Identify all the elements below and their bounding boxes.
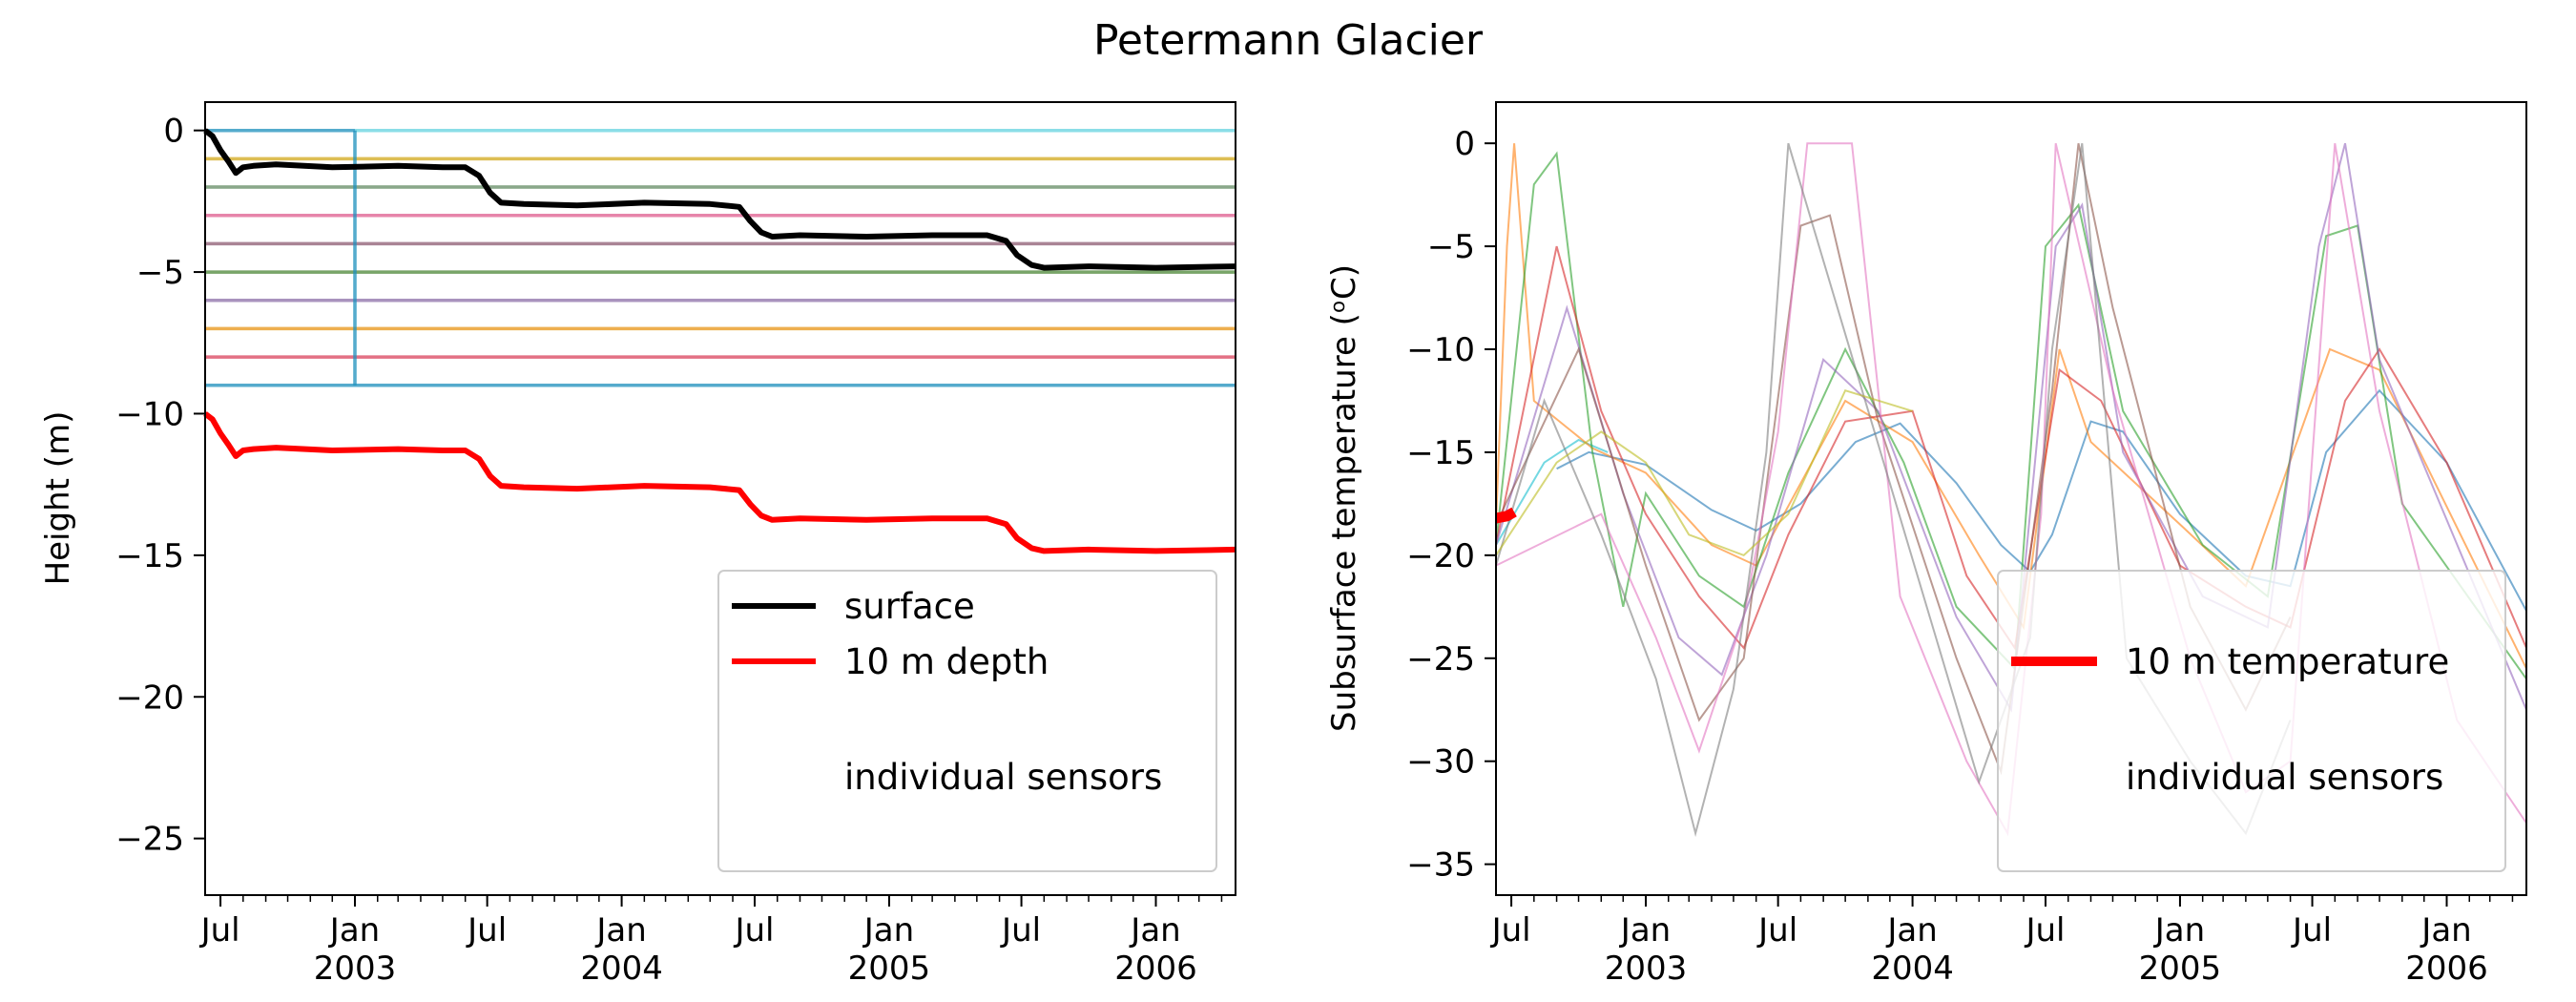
y-tick-label: −15 xyxy=(1406,434,1475,472)
y-tick-label: 0 xyxy=(1454,125,1475,163)
x-tick-label: Jan xyxy=(1619,911,1671,950)
x-tick-label: Jul xyxy=(2291,911,2332,950)
x-tick-label: Jan xyxy=(2420,911,2471,950)
x-tick-label: Jul xyxy=(2024,911,2065,950)
legend-label-individual-sensors: individual sensors xyxy=(844,757,1162,798)
y-tick-label: 0 xyxy=(163,113,184,151)
y-tick-label: −35 xyxy=(1406,846,1475,885)
plot-frame xyxy=(204,101,1236,896)
y-tick-label: −25 xyxy=(115,821,184,859)
x-tick-label: Jul xyxy=(1000,911,1041,950)
sensor-line xyxy=(1495,438,1609,546)
series-line-surface xyxy=(203,128,1236,271)
y-tick-label: −25 xyxy=(1406,640,1475,678)
y-axis: 0 −5 −10 −15 −20 −25 xyxy=(115,113,205,859)
y-tick-label: −5 xyxy=(1427,228,1475,266)
series-line-10-m-depth xyxy=(203,411,1236,554)
x-tick-label: 2005 xyxy=(2139,950,2222,988)
x-tick-label: Jan xyxy=(862,911,914,950)
sensor-line xyxy=(1495,388,1913,557)
x-tick-label: 2004 xyxy=(1871,950,1954,988)
x-tick-label: Jan xyxy=(1129,911,1180,950)
x-tick-label: 2006 xyxy=(2405,950,2488,988)
y-tick-label: −10 xyxy=(115,395,184,433)
x-tick-label: Jan xyxy=(594,911,646,950)
y-tick-label: −5 xyxy=(136,254,184,292)
y-axis-label: Subsurface temperature (ᵒC) xyxy=(1325,264,1363,732)
x-tick-label: Jan xyxy=(328,911,380,950)
legend-box xyxy=(1997,570,2506,872)
legend-box xyxy=(717,570,1217,872)
sensor-line xyxy=(1495,142,2292,776)
sensor-line xyxy=(1495,245,2527,651)
x-tick-label: 2004 xyxy=(580,950,663,988)
legend-label-individual-sensors: individual sensors xyxy=(2126,757,2443,798)
x-tick-label: Jul xyxy=(733,911,774,950)
series-line-10-m-temperature xyxy=(1494,507,1517,524)
legend-label-10m-temperature: 10 m temperature xyxy=(2126,641,2449,682)
legend-label-10m-depth: 10 m depth xyxy=(844,641,1049,682)
legend-label-surface: surface xyxy=(844,586,975,627)
y-tick-label: −20 xyxy=(1406,537,1475,575)
x-tick-label: Jul xyxy=(466,911,507,950)
sensor-lines xyxy=(205,128,1236,387)
x-tick-label: Jul xyxy=(199,911,240,950)
x-tick-label: Jul xyxy=(1756,911,1797,950)
x-tick-label: Jan xyxy=(2153,911,2205,950)
y-tick-label: −30 xyxy=(1406,743,1475,782)
x-tick-label: 2003 xyxy=(1605,950,1688,988)
legend: 10 m temperature individual sensors xyxy=(1997,570,2506,872)
x-tick-label: Jan xyxy=(1885,911,1937,950)
plot-frame xyxy=(1495,101,2527,896)
x-tick-label: Jul xyxy=(1490,911,1531,950)
series-lines xyxy=(203,128,1236,554)
y-axis: 0 −5 −10 −15 −20 −25 −30 −35 xyxy=(1406,125,1496,885)
figure-title: Petermann Glacier xyxy=(1093,16,1484,65)
series-lines xyxy=(1494,507,1517,524)
x-tick-label: 2003 xyxy=(314,950,397,988)
legend: surface 10 m depth individual sensors xyxy=(717,570,1217,872)
y-tick-label: −10 xyxy=(1406,331,1475,369)
x-tick-label: 2005 xyxy=(848,950,931,988)
y-tick-label: −20 xyxy=(115,678,184,717)
y-axis-label: Height (m) xyxy=(39,411,77,586)
x-tick-label: 2006 xyxy=(1114,950,1197,988)
y-tick-label: −15 xyxy=(115,537,184,575)
